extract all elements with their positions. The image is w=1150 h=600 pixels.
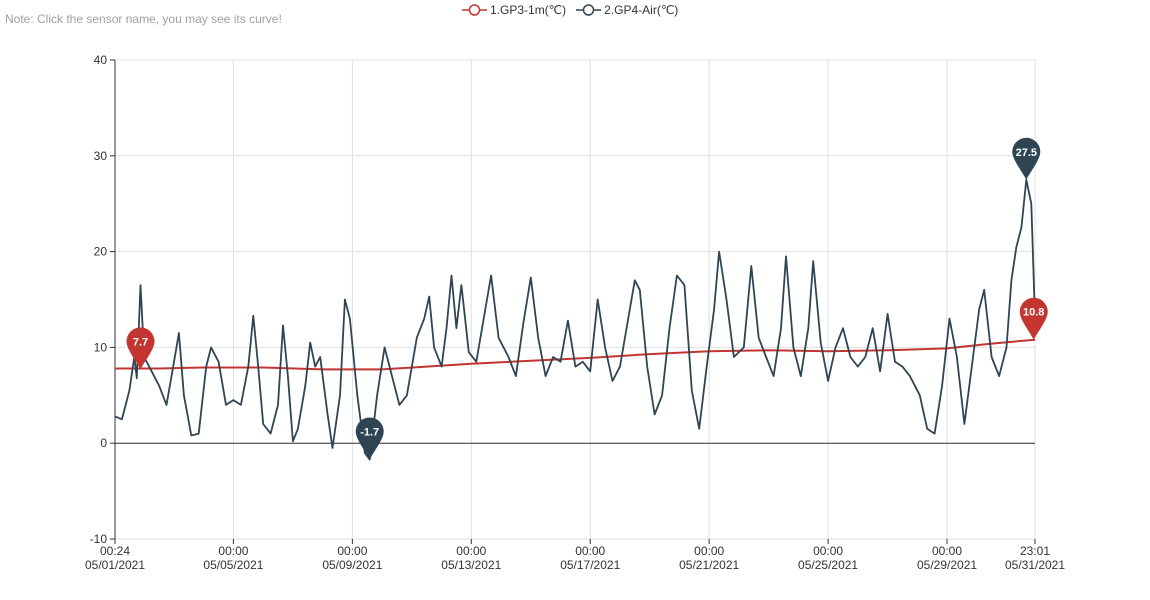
- x-tick-label-date: 05/17/2021: [560, 558, 620, 572]
- legend-item-gp4-air[interactable]: 2.GP4-Air(℃): [576, 3, 678, 17]
- legend-item-gp3-1m[interactable]: 1.GP3-1m(℃): [462, 3, 566, 17]
- note-text: Note: Click the sensor name, you may see…: [5, 12, 282, 26]
- legend-line-circle-icon: [576, 4, 602, 16]
- legend-line-circle-icon: [462, 4, 487, 16]
- mark-pin-label: 27.5: [1016, 147, 1037, 159]
- x-tick-label-date: 05/29/2021: [917, 558, 977, 572]
- mark-pin-label: -1.7: [360, 426, 379, 438]
- mark-pin: [1012, 137, 1041, 180]
- y-tick-label: 20: [94, 245, 108, 259]
- mark-pin: [1019, 297, 1048, 340]
- y-tick-label: 10: [94, 340, 108, 354]
- x-tick-label-time: 00:00: [218, 544, 248, 558]
- mark-pin: [355, 417, 384, 460]
- x-tick-label-date: 05/31/2021: [1005, 558, 1065, 572]
- legend-label: 2.GP4-Air(℃): [604, 3, 679, 17]
- x-tick-label-date: 05/01/2021: [85, 558, 145, 572]
- mark-pin-label: 10.8: [1023, 307, 1044, 319]
- x-tick-label-time: 00:00: [456, 544, 486, 558]
- x-tick-label-time: 00:24: [100, 544, 130, 558]
- x-tick-label-date: 05/21/2021: [679, 558, 739, 572]
- x-tick-label-date: 05/09/2021: [322, 558, 382, 572]
- mark-pin-label: 7.7: [133, 336, 148, 348]
- x-tick-label-date: 05/05/2021: [203, 558, 263, 572]
- x-tick-label-time: 00:00: [694, 544, 724, 558]
- legend: 1.GP3-1m(℃) 2.GP4-Air(℃): [462, 3, 678, 17]
- x-tick-label-time: 00:00: [813, 544, 843, 558]
- y-tick-label: 0: [100, 436, 107, 450]
- legend-label: 1.GP3-1m(℃): [490, 3, 567, 17]
- x-tick-label-time: 00:00: [575, 544, 605, 558]
- mark-pin: [126, 327, 155, 370]
- x-tick-label-date: 05/25/2021: [798, 558, 858, 572]
- y-tick-label: -10: [90, 532, 108, 546]
- series-line-2: [114, 178, 1036, 461]
- x-tick-label-time: 00:00: [932, 544, 962, 558]
- y-tick-label: 40: [94, 53, 108, 67]
- x-tick-label-time: 23:01: [1020, 544, 1050, 558]
- y-tick-label: 30: [94, 149, 108, 163]
- x-tick-label-time: 00:00: [337, 544, 367, 558]
- x-tick-label-date: 05/13/2021: [441, 558, 501, 572]
